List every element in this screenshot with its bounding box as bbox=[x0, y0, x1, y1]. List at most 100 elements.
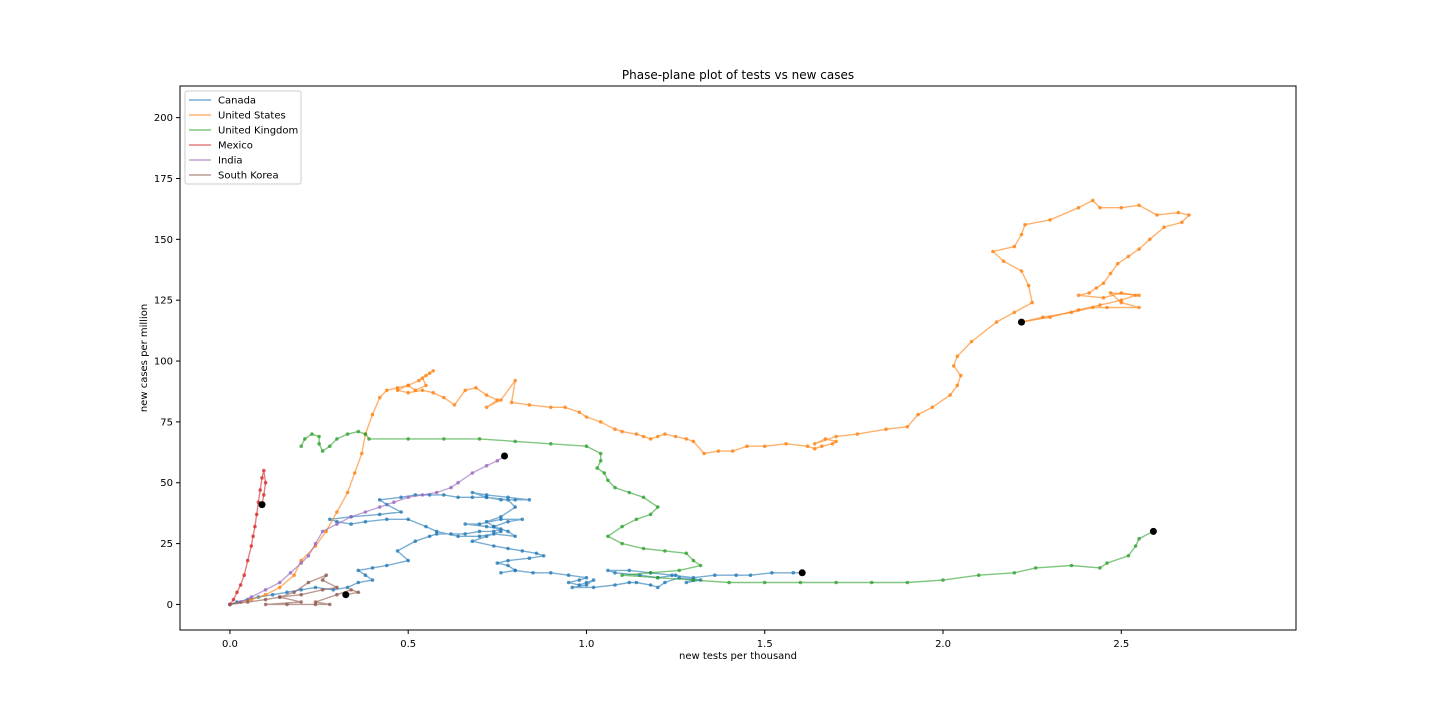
data-point bbox=[955, 383, 960, 388]
data-point bbox=[370, 412, 375, 417]
data-point bbox=[713, 573, 717, 577]
data-point bbox=[427, 534, 432, 539]
data-point bbox=[513, 378, 517, 383]
data-point bbox=[456, 480, 460, 485]
series-south-korea bbox=[228, 573, 361, 607]
data-point bbox=[1023, 222, 1027, 227]
data-point bbox=[930, 405, 935, 410]
data-point bbox=[656, 505, 660, 509]
data-point bbox=[591, 578, 596, 582]
data-point bbox=[684, 580, 689, 585]
data-point bbox=[1091, 198, 1095, 203]
data-point bbox=[313, 541, 318, 546]
y-tick-label: 25 bbox=[160, 539, 173, 550]
data-point bbox=[976, 573, 981, 577]
data-point bbox=[606, 534, 610, 539]
data-point bbox=[648, 571, 653, 575]
data-point bbox=[377, 512, 382, 517]
data-point bbox=[299, 592, 304, 597]
data-point bbox=[328, 602, 332, 607]
legend-label-india: India bbox=[218, 156, 243, 167]
data-point bbox=[442, 437, 446, 441]
data-point bbox=[499, 529, 503, 534]
data-point bbox=[399, 510, 403, 514]
data-point bbox=[367, 437, 371, 441]
data-point bbox=[584, 415, 589, 419]
data-point bbox=[492, 524, 496, 529]
legend: Canada United States United Kingdom Mexico I… bbox=[184, 90, 302, 185]
data-point bbox=[356, 580, 361, 585]
data-point bbox=[463, 532, 468, 536]
data-point bbox=[656, 575, 660, 580]
data-point bbox=[620, 429, 624, 434]
series-mexico bbox=[228, 468, 268, 607]
data-point bbox=[395, 549, 400, 553]
data-point bbox=[345, 432, 350, 436]
data-point bbox=[620, 524, 624, 529]
data-point bbox=[641, 495, 646, 500]
data-point bbox=[1098, 205, 1102, 210]
data-point bbox=[363, 432, 368, 436]
x-tick-label: 2.5 bbox=[1113, 639, 1129, 650]
endpoint-marker bbox=[258, 501, 266, 509]
data-point bbox=[606, 568, 610, 573]
y-axis-label: new cases per million bbox=[139, 304, 150, 412]
data-point bbox=[527, 556, 532, 560]
data-point bbox=[228, 602, 232, 607]
data-point bbox=[477, 534, 482, 539]
data-point bbox=[513, 534, 517, 539]
data-point bbox=[484, 495, 489, 500]
data-point bbox=[663, 549, 667, 553]
data-point bbox=[278, 585, 282, 590]
data-point bbox=[1098, 303, 1102, 307]
data-point bbox=[317, 434, 321, 439]
y-tick-label: 150 bbox=[154, 235, 173, 246]
plot-area bbox=[228, 198, 1191, 607]
data-point bbox=[884, 427, 888, 432]
x-tick-label: 2.0 bbox=[935, 639, 951, 650]
data-point bbox=[869, 580, 874, 585]
data-point bbox=[591, 585, 596, 590]
data-point bbox=[748, 573, 753, 577]
data-point bbox=[1012, 571, 1017, 575]
data-point bbox=[299, 600, 304, 604]
data-point bbox=[299, 588, 304, 592]
data-point bbox=[406, 495, 411, 500]
data-point bbox=[762, 444, 767, 449]
series-united-states bbox=[228, 198, 1191, 607]
data-point bbox=[253, 524, 257, 529]
endpoint-marker bbox=[1149, 527, 1157, 535]
data-point bbox=[613, 571, 617, 575]
data-point bbox=[335, 437, 339, 441]
data-point bbox=[566, 580, 571, 585]
data-point bbox=[1176, 210, 1181, 215]
data-point bbox=[1105, 561, 1109, 565]
series-line-united-states bbox=[229, 199, 1191, 606]
data-point bbox=[352, 471, 357, 475]
data-point bbox=[994, 320, 999, 324]
y-tick-label: 100 bbox=[154, 357, 173, 368]
data-point bbox=[509, 400, 514, 405]
data-point bbox=[677, 568, 681, 573]
data-point bbox=[1030, 300, 1034, 305]
data-point bbox=[702, 451, 706, 456]
data-point bbox=[349, 522, 353, 526]
data-point bbox=[299, 444, 304, 449]
data-point bbox=[263, 602, 268, 607]
data-point bbox=[356, 590, 361, 595]
data-point bbox=[641, 546, 646, 551]
data-point bbox=[1126, 254, 1131, 259]
series-line-united-kingdom bbox=[300, 430, 1154, 584]
data-point bbox=[299, 561, 304, 565]
data-point bbox=[484, 463, 489, 468]
data-point bbox=[1033, 566, 1038, 570]
data-point bbox=[656, 585, 660, 590]
data-point bbox=[377, 498, 382, 502]
data-point bbox=[812, 442, 817, 446]
data-point bbox=[288, 571, 293, 575]
data-point bbox=[313, 600, 318, 604]
data-point bbox=[506, 563, 510, 568]
data-point bbox=[627, 490, 632, 495]
data-point bbox=[424, 373, 428, 378]
data-point bbox=[598, 459, 603, 463]
